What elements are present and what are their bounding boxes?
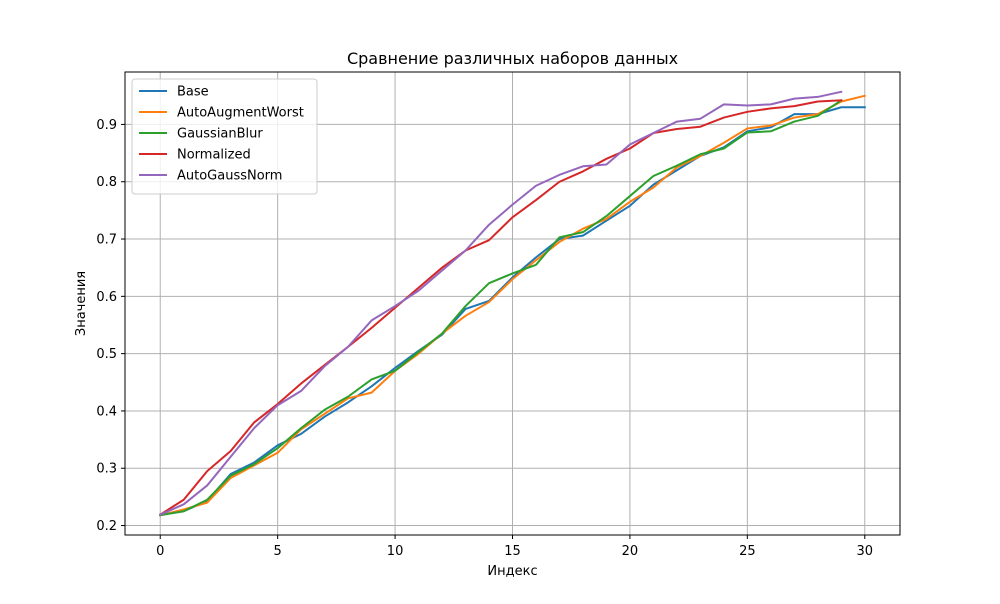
y-tick-label: 0.2 — [96, 519, 117, 534]
x-axis: 0 5 10 15 20 25 30 — [156, 535, 873, 559]
y-axis: 0.2 0.3 0.4 0.5 0.6 0.7 0.8 0.9 — [96, 118, 125, 534]
y-tick-label: 0.6 — [96, 290, 117, 305]
legend-label: Base — [177, 85, 209, 100]
chart-title: Сравнение различных наборов данных — [347, 49, 678, 68]
x-tick-label: 15 — [504, 544, 521, 559]
series-line-autogaussnorm — [158, 90, 843, 516]
legend-label: Normalized — [177, 148, 251, 163]
legend: Base AutoAugmentWorst GaussianBlur Normaliz… — [131, 78, 318, 195]
series-line-base — [159, 106, 866, 516]
series-lines — [158, 90, 866, 517]
grid — [125, 72, 900, 535]
series-line-autoaugmentworst — [159, 94, 866, 517]
legend-label: GaussianBlur — [177, 127, 263, 142]
x-tick-label: 5 — [274, 544, 282, 559]
x-tick-label: 10 — [387, 544, 404, 559]
y-tick-label: 0.9 — [96, 118, 117, 133]
legend-label: AutoGaussNorm — [177, 169, 282, 184]
legend-box — [131, 78, 318, 195]
series-line-normalized — [158, 99, 843, 517]
x-axis-label: Индекс — [487, 564, 537, 579]
y-tick-label: 0.8 — [96, 175, 117, 190]
x-tick-label: 0 — [156, 544, 164, 559]
legend-label: AutoAugmentWorst — [177, 106, 304, 121]
y-tick-label: 0.4 — [96, 404, 117, 419]
x-tick-label: 20 — [622, 544, 639, 559]
y-axis-label: Значения — [74, 271, 89, 336]
series-line-gaussianblur — [159, 98, 843, 517]
y-tick-label: 0.7 — [96, 233, 117, 248]
x-tick-label: 25 — [739, 544, 756, 559]
y-tick-label: 0.5 — [96, 347, 117, 362]
x-tick-label: 30 — [856, 544, 873, 559]
y-tick-label: 0.3 — [96, 462, 117, 477]
